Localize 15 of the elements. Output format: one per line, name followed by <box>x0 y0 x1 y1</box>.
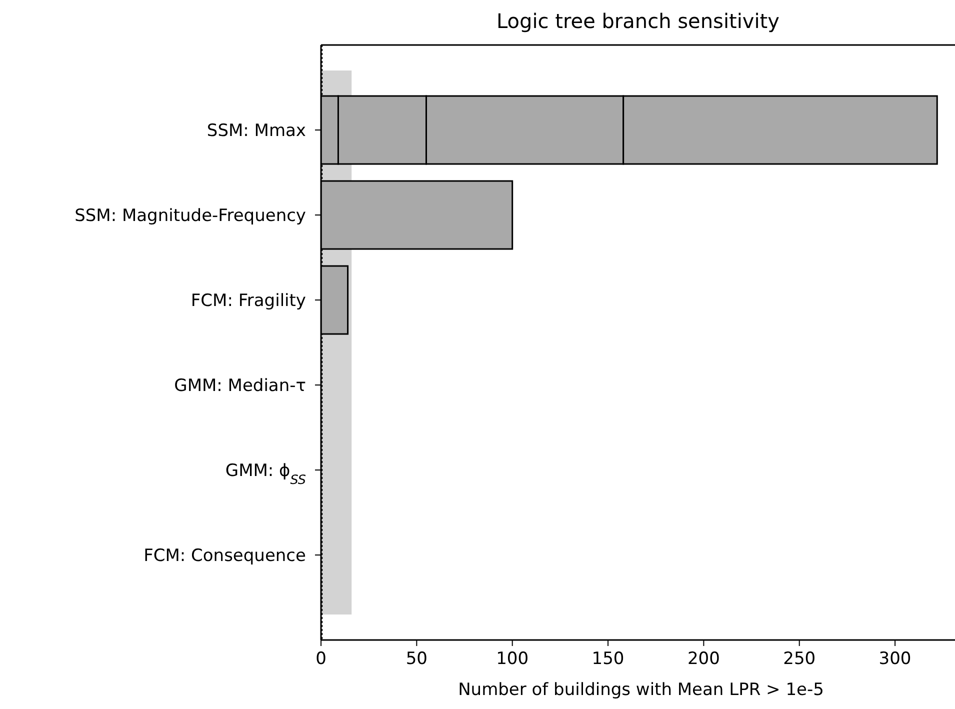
x-tick-label: 300 <box>878 649 912 669</box>
y-tick-label: GMM: Median-τ <box>174 376 306 396</box>
x-tick-label: 100 <box>496 649 529 669</box>
x-tick-label: 0 <box>316 649 326 669</box>
x-tick-label: 150 <box>592 649 624 669</box>
y-tick-label: SSM: Magnitude-Frequency <box>74 206 306 226</box>
chart-title: Logic tree branch sensitivity <box>496 9 780 33</box>
y-tick-label: FCM: Fragility <box>190 291 306 311</box>
y-tick-label: SSM: Mmax <box>206 121 306 141</box>
y-tick-label: GMM: ϕ$_{SS}$ <box>225 461 306 488</box>
x-tick-label: 50 <box>406 649 428 669</box>
y-tick-label: FCM: Consequence <box>144 546 306 566</box>
x-tick-label: 250 <box>783 649 816 669</box>
x-axis-title: Number of buildings with Mean LPR > 1e-5 <box>458 680 824 700</box>
x-tick-label: 200 <box>687 649 720 669</box>
